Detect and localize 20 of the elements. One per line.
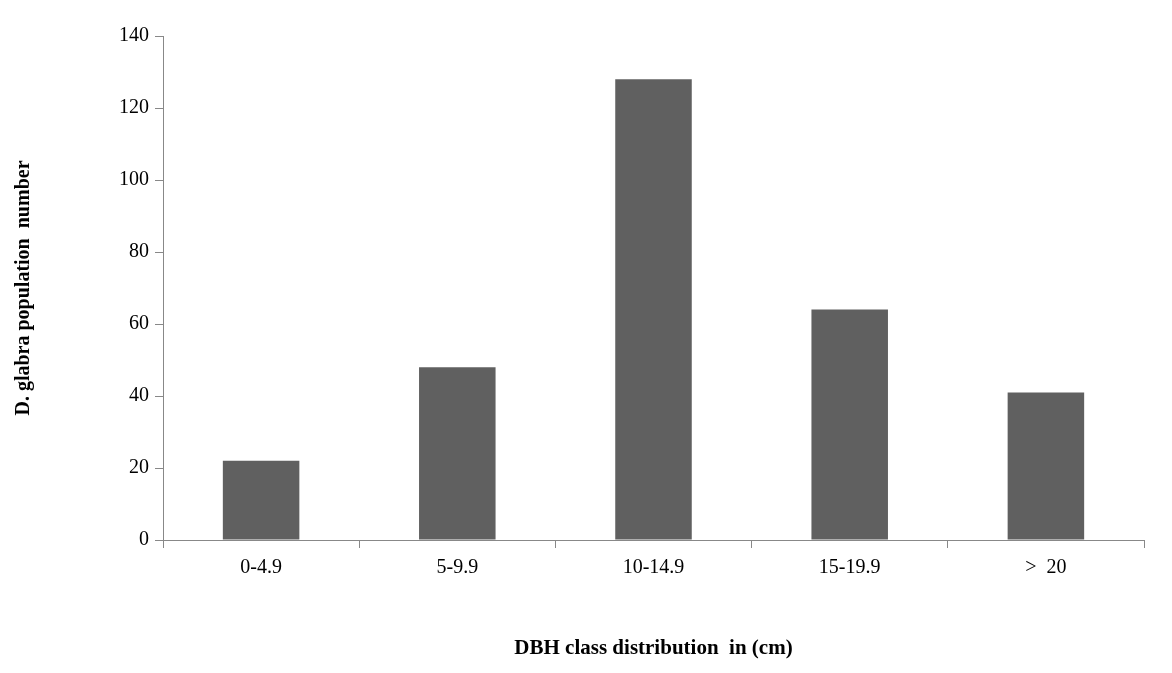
x-tick-label: 5-9.9 [436,555,479,578]
y-tick-label: 80 [129,239,149,262]
y-tick-label: 40 [129,383,149,406]
y-tick-label: 20 [129,455,149,478]
bar [811,309,888,540]
x-axis-title: DBH class distribution in (cm) [514,634,793,659]
bar [615,79,692,540]
y-tick-label: 60 [129,311,149,334]
x-tick-label: 10-14.9 [622,555,685,578]
y-tick-label: 0 [139,527,149,550]
y-tick-label: 140 [119,23,149,46]
bar [419,367,496,540]
x-tick-label: 15-19.9 [818,555,881,578]
y-axis-title: D. glabra population number [11,160,35,416]
bar [1007,392,1085,540]
x-tick-label: 0-4.9 [240,555,282,578]
y-tick-label: 100 [119,167,149,190]
bar [222,460,300,540]
x-tick-label: > 20 [1025,555,1067,578]
y-tick-label: 120 [119,95,149,118]
